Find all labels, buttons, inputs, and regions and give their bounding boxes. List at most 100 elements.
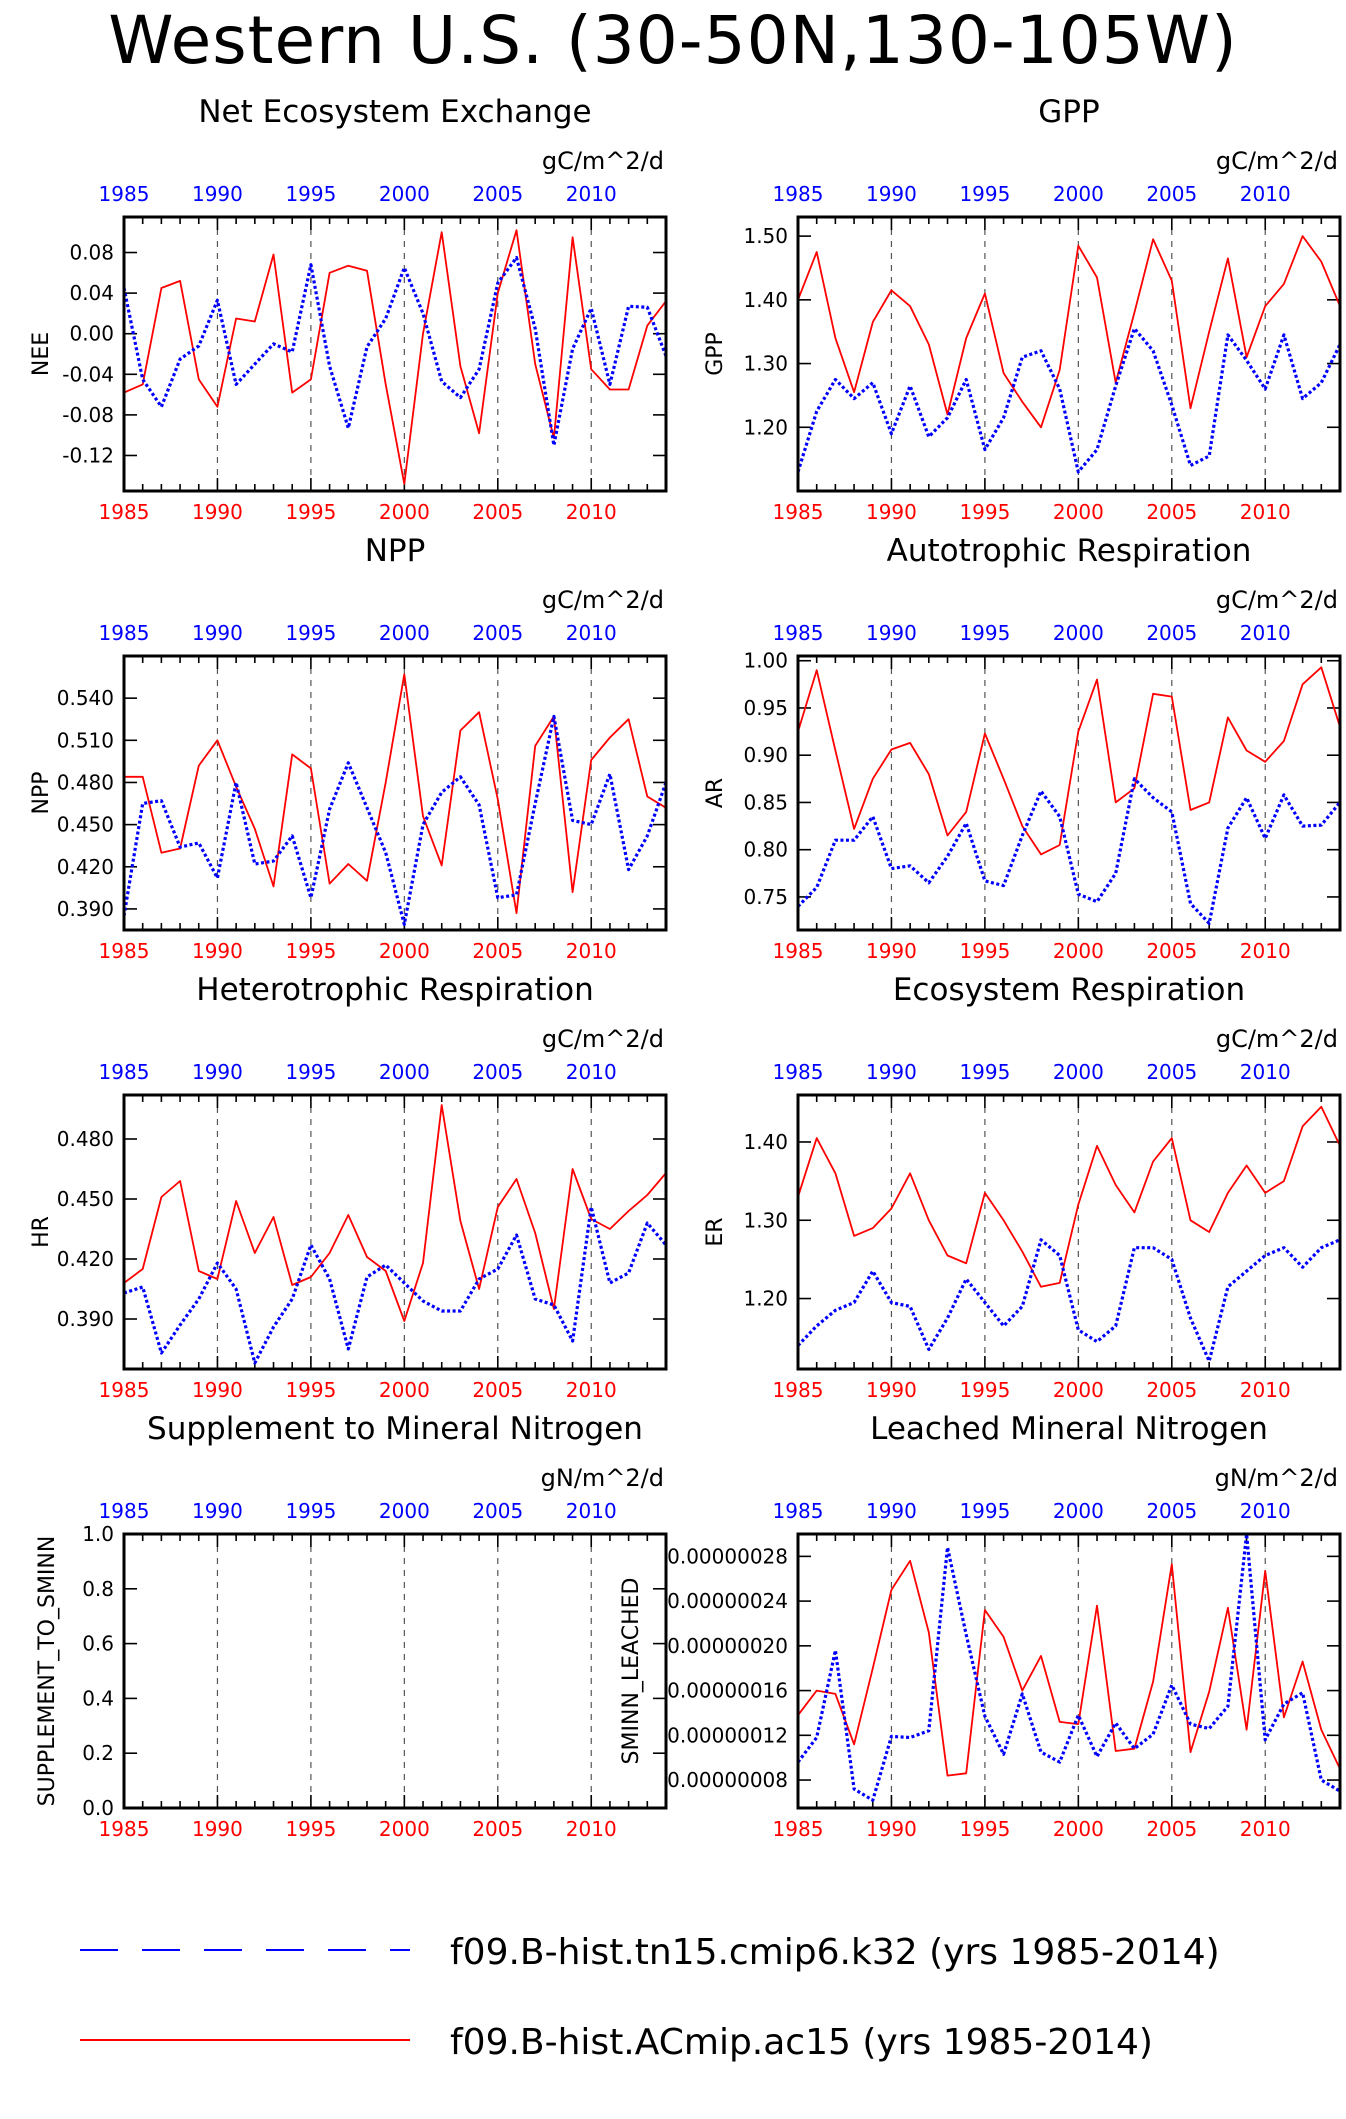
chart-panel: NPP gC/m^2/d 1985 1985 1990 1990 1995 1995 2000 2… [29,533,668,963]
x-tick-label-bottom: 1995 [285,500,336,524]
series-line-expt [797,235,1341,429]
chart-panel: Heterotrophic Respiration gC/m^2/d 1985 198… [29,972,668,1402]
y-tick-label: 0.450 [57,1187,114,1211]
panel-title: NPP [365,533,426,569]
plot-frame [122,1532,668,1810]
y-tick-label: 0.4 [82,1686,114,1710]
x-tick-label-bottom: 2000 [1053,939,1104,963]
y-tick-label: 0.420 [57,855,114,879]
x-tick-label-bottom: 2005 [472,1378,523,1402]
x-tick-label-bottom: 1990 [866,1817,917,1841]
x-tick-label-bottom: 2010 [1240,939,1291,963]
x-tick-label-top: 1985 [99,621,150,645]
y-tick-label: 0.00000024 [667,1589,788,1613]
x-tick-label-top: 1990 [866,621,917,645]
series-line-expt [797,666,1341,856]
x-tick-label-bottom: 2005 [1146,939,1197,963]
plot-frame [122,654,668,932]
x-tick-label-bottom: 2000 [379,939,430,963]
y-tick-label: 0.04 [69,281,114,305]
units-label: gC/m^2/d [1216,1025,1338,1053]
y-tick-label: 0.80 [743,838,788,862]
plot-frame [796,1532,1342,1810]
x-tick-label-bottom: 1985 [773,500,824,524]
y-tick-label: 0.00000008 [667,1768,788,1792]
x-tick-label-top: 2010 [1240,1060,1291,1084]
chart-panel: Leached Mineral Nitrogen gN/m^2/d 1985 1985… [619,1411,1342,1841]
y-axis-label: ER [703,1217,728,1246]
y-tick-label: 1.50 [743,224,788,248]
y-tick-label: -0.12 [62,443,114,467]
x-tick-label-top: 2000 [1053,1499,1104,1523]
x-tick-label-top: 2000 [379,1060,430,1084]
x-tick-label-bottom: 1995 [959,500,1010,524]
x-tick-label-bottom: 1985 [99,500,150,524]
series-line-expt [123,229,667,485]
y-tick-label: 0.0 [82,1796,114,1820]
y-tick-label: 1.00 [743,649,788,673]
y-tick-label: 0.00000028 [667,1544,788,1568]
chart-panel: Net Ecosystem Exchange gC/m^2/d 1985 1985 19… [29,94,668,524]
y-tick-label: 0.540 [57,686,114,710]
series-line-expt [123,1104,667,1322]
y-tick-label: 0.00000012 [667,1723,788,1747]
y-axis-label: SMINN_LEACHED [619,1578,644,1765]
y-tick-label: 1.30 [743,1208,788,1232]
x-tick-label-top: 1985 [773,1060,824,1084]
x-tick-label-bottom: 2000 [1053,500,1104,524]
x-tick-label-top: 2010 [1240,182,1291,206]
y-axis-label: SUPPLEMENT_TO_SMINN [35,1536,60,1807]
units-label: gC/m^2/d [542,586,664,614]
series-line-ctrl [796,777,1342,926]
x-tick-label-bottom: 1995 [285,1378,336,1402]
units-label: gC/m^2/d [1216,586,1338,614]
units-label: gC/m^2/d [1216,147,1338,175]
units-label: gC/m^2/d [542,147,664,175]
x-tick-label-bottom: 1990 [192,1378,243,1402]
y-tick-label: 1.40 [743,1130,788,1154]
y-tick-label: 0.00000016 [667,1679,788,1703]
y-tick-label: 1.30 [743,352,788,376]
y-tick-label: 1.20 [743,1287,788,1311]
x-tick-label-top: 2000 [1053,621,1104,645]
x-tick-label-bottom: 1995 [285,1817,336,1841]
y-tick-label: -0.04 [62,362,114,386]
x-tick-label-bottom: 1990 [866,939,917,963]
x-tick-label-bottom: 1990 [866,1378,917,1402]
x-tick-label-bottom: 2005 [472,500,523,524]
y-tick-label: 0.75 [743,885,788,909]
y-tick-label: 1.40 [743,288,788,312]
plot-frame [122,215,668,493]
x-tick-label-bottom: 1995 [959,1378,1010,1402]
panel-title: GPP [1038,94,1099,130]
x-tick-label-bottom: 1985 [773,1817,824,1841]
y-axis-label: NEE [29,332,54,376]
x-tick-label-bottom: 2010 [566,939,617,963]
x-tick-label-bottom: 2000 [1053,1817,1104,1841]
x-tick-label-top: 2010 [566,1499,617,1523]
chart-panel: GPP gC/m^2/d 1985 1985 1990 1990 1995 1995 2000 2… [703,94,1342,524]
y-tick-label: 0.00000020 [667,1634,788,1658]
x-tick-label-bottom: 2000 [1053,1378,1104,1402]
plot-frame [796,215,1342,493]
x-tick-label-bottom: 2010 [566,1378,617,1402]
y-axis-label: GPP [703,332,728,376]
panel-title: Supplement to Mineral Nitrogen [147,1411,643,1447]
panel-title: Ecosystem Respiration [893,972,1245,1008]
x-tick-label-top: 2000 [379,182,430,206]
x-tick-label-top: 1985 [773,182,824,206]
y-tick-label: 0.95 [743,696,788,720]
series-line-ctrl [122,714,668,927]
x-tick-label-top: 1985 [99,1060,150,1084]
chart-panel: Ecosystem Respiration gC/m^2/d 1985 1985 199… [703,972,1342,1402]
x-tick-label-top: 1985 [773,621,824,645]
x-tick-label-top: 1995 [285,182,336,206]
units-label: gN/m^2/d [541,1464,664,1492]
x-tick-label-bottom: 2010 [1240,1378,1291,1402]
x-tick-label-top: 1990 [192,1499,243,1523]
x-tick-label-bottom: 1990 [192,1817,243,1841]
panel-title: Leached Mineral Nitrogen [870,1411,1268,1447]
x-tick-label-bottom: 2005 [1146,1817,1197,1841]
series-line-ctrl [796,1532,1341,1802]
